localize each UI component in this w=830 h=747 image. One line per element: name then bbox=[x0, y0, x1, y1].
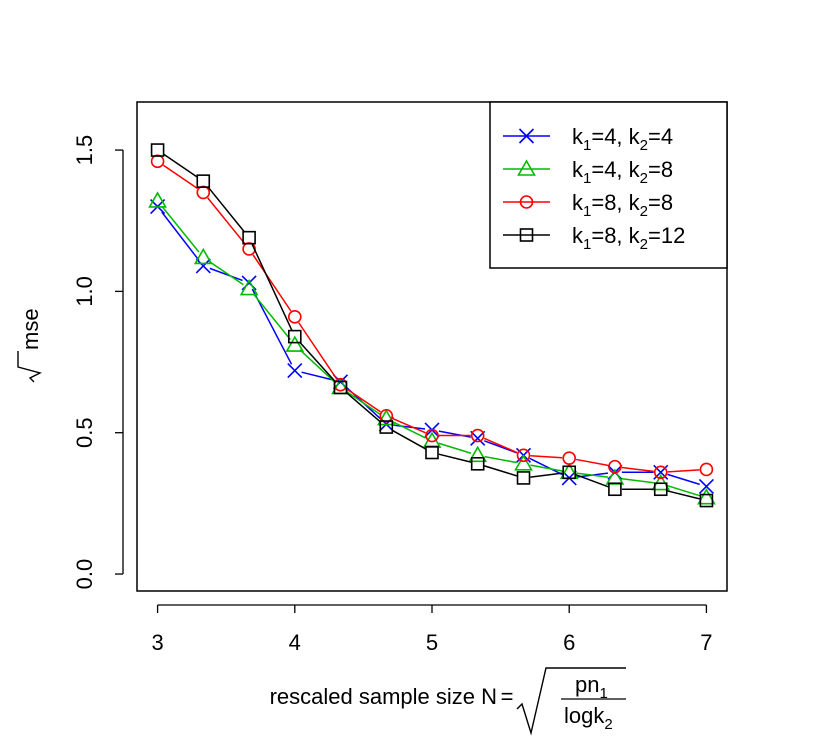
data-point bbox=[333, 380, 348, 395]
data-point bbox=[150, 154, 165, 169]
legend-label: k1=8, k2=8 bbox=[572, 190, 673, 220]
x-tick-label: 5 bbox=[426, 630, 438, 655]
data-point bbox=[699, 462, 714, 477]
data-point bbox=[148, 191, 167, 208]
legend-items: k1=4, k2=4k1=4, k2=8k1=8, k2=8k1=8, k2=1… bbox=[503, 124, 685, 253]
data-point bbox=[516, 448, 531, 463]
data-point bbox=[608, 459, 622, 474]
data-point bbox=[470, 430, 486, 446]
series-layer bbox=[148, 143, 716, 508]
data-point bbox=[516, 471, 531, 485]
radical-sign-icon bbox=[516, 667, 626, 736]
x-axis-label: rescaled sample size N = pn1 logk2 bbox=[270, 667, 626, 736]
data-point bbox=[653, 482, 668, 497]
data-point bbox=[379, 420, 394, 434]
data-point bbox=[697, 488, 716, 505]
data-point bbox=[562, 465, 577, 480]
x-axis-label-prefix: rescaled sample size N bbox=[270, 684, 497, 709]
legend-marker bbox=[518, 128, 535, 144]
legend-entry: k1=4, k2=8 bbox=[503, 157, 673, 187]
y-tick-label: 1.5 bbox=[72, 135, 97, 166]
series-3 bbox=[150, 154, 714, 480]
legend-marker bbox=[519, 228, 534, 242]
x-axis-label-equals: = bbox=[501, 684, 514, 709]
legend-marker bbox=[517, 159, 536, 176]
series-line bbox=[162, 164, 700, 473]
legend-entry: k1=4, k2=4 bbox=[503, 124, 673, 154]
x-tick-label: 7 bbox=[700, 630, 712, 655]
data-point bbox=[242, 230, 256, 245]
legend-label: k1=4, k2=8 bbox=[572, 157, 673, 187]
plot-frame bbox=[136, 101, 728, 592]
legend: k1=4, k2=4k1=4, k2=8k1=8, k2=8k1=8, k2=1… bbox=[489, 101, 728, 269]
y-tick-label: 1.0 bbox=[72, 276, 97, 307]
legend-marker bbox=[519, 195, 534, 209]
data-point bbox=[425, 428, 439, 443]
data-point bbox=[562, 451, 577, 465]
data-point bbox=[196, 174, 211, 188]
data-point bbox=[287, 310, 302, 324]
data-point bbox=[150, 143, 165, 157]
data-point bbox=[470, 457, 485, 471]
series-4 bbox=[150, 143, 714, 508]
x-tick-label: 6 bbox=[563, 630, 575, 655]
y-axis-label-text: mse bbox=[18, 308, 43, 350]
x-tick-label: 3 bbox=[151, 630, 163, 655]
data-point bbox=[653, 465, 668, 480]
data-point bbox=[699, 493, 714, 508]
y-tick-label: 0.0 bbox=[72, 559, 97, 590]
axis-layer: 3 4 5 6 7 0.0 0.5 1.0 1.5 bbox=[72, 135, 713, 655]
series-line bbox=[161, 205, 700, 497]
data-point bbox=[376, 408, 396, 426]
data-point bbox=[195, 258, 211, 274]
y-axis-label: mse bbox=[17, 308, 43, 383]
data-point bbox=[698, 478, 714, 494]
series-line bbox=[162, 153, 700, 500]
y-tick-label: 0.5 bbox=[72, 417, 97, 448]
data-point bbox=[514, 454, 533, 471]
x-tick-label: 4 bbox=[289, 630, 301, 655]
data-point bbox=[285, 335, 305, 352]
data-point bbox=[287, 362, 303, 379]
legend-label: k1=8, k2=12 bbox=[572, 223, 685, 253]
legend-label: k1=4, k2=4 bbox=[572, 124, 673, 154]
data-point bbox=[608, 482, 622, 497]
legend-entry: k1=8, k2=8 bbox=[503, 190, 673, 220]
data-point bbox=[425, 445, 439, 460]
radical-sign-icon bbox=[17, 351, 42, 383]
x-axis-label-numerator: pn1 bbox=[575, 672, 608, 702]
data-point bbox=[470, 428, 485, 443]
data-point bbox=[193, 247, 213, 265]
x-axis-label-denominator: logk2 bbox=[564, 703, 613, 733]
data-point bbox=[239, 278, 259, 296]
data-point bbox=[287, 329, 302, 344]
data-point bbox=[196, 185, 211, 200]
data-point bbox=[242, 242, 256, 256]
legend-entry: k1=8, k2=12 bbox=[503, 223, 685, 253]
data-point bbox=[468, 445, 488, 463]
